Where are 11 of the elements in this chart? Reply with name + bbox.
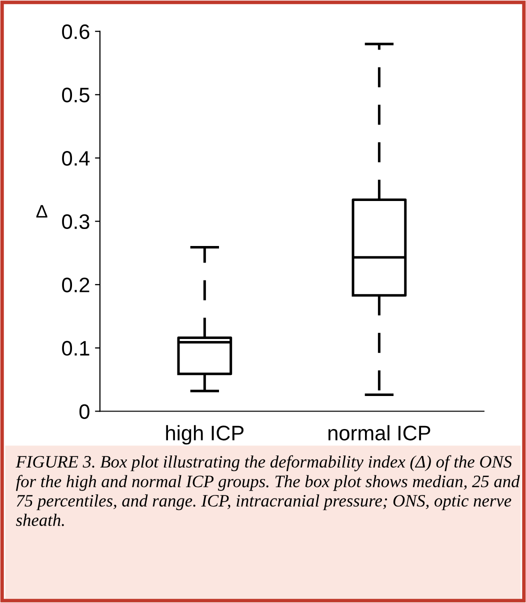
- y-tick-label: 0.3: [62, 214, 90, 230]
- y-axis-title: Δ: [36, 205, 48, 218]
- x-tick-label: high ICP: [166, 425, 244, 445]
- y-tick-label: 0.4: [62, 150, 90, 166]
- x-tick-label: normal ICP: [328, 425, 430, 440]
- y-tick-label: 0.5: [62, 88, 90, 102]
- y-tick-label: 0.1: [62, 340, 90, 356]
- y-tick-label: 0: [79, 404, 90, 419]
- y-tick-label: 0.6: [62, 24, 90, 40]
- caption: FIGURE 3. Box plot illustrating the deformability index (Δ) of the ONS for the high and normal ICP groups. The box plot shows median, 25 and 75 percentiles, and range. ICP, intracranial pressure; ONS, optic nerve sheath.: [16, 455, 520, 526]
- y-tick-label: 0.2: [62, 278, 90, 292]
